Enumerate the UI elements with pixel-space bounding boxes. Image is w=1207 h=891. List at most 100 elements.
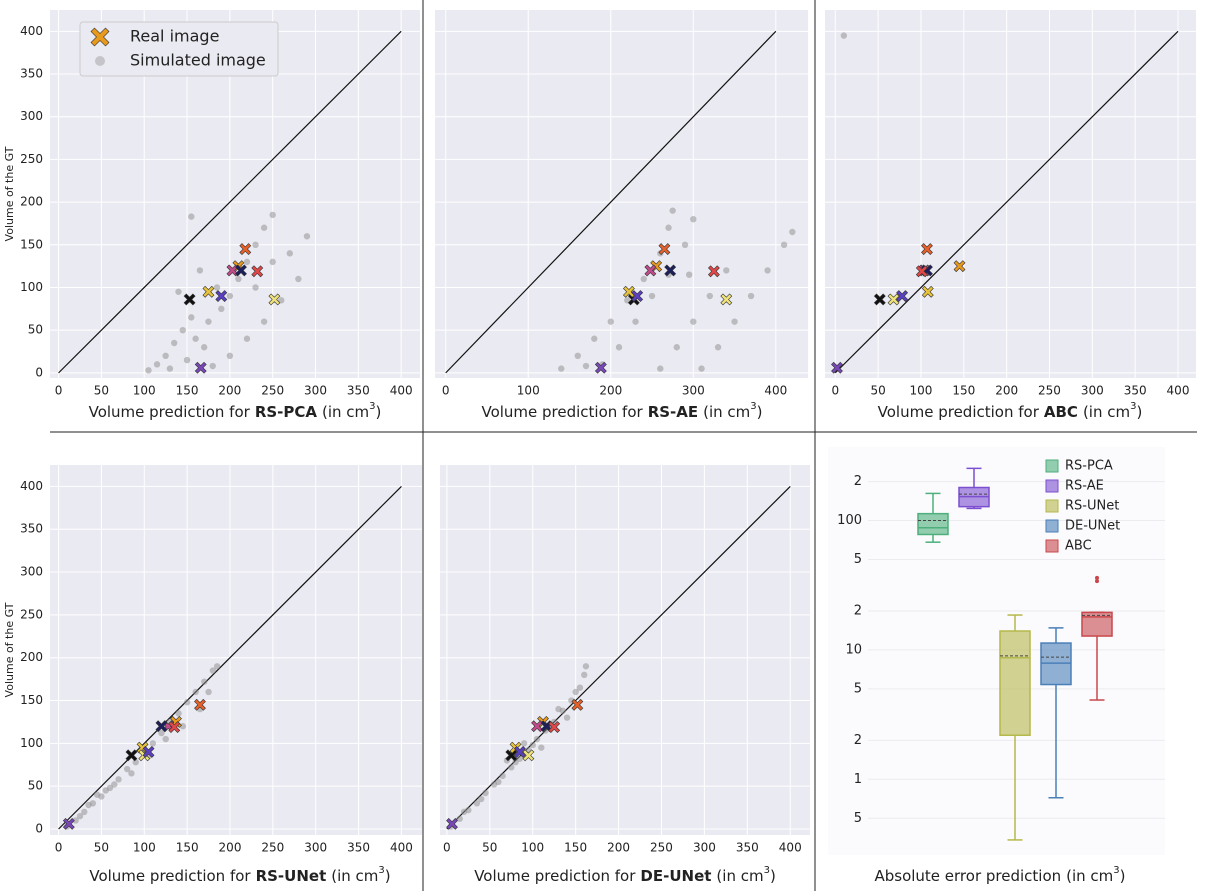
x-tick-label: 300 [693, 841, 716, 855]
simulated-point [731, 318, 738, 325]
real-point [505, 749, 518, 762]
identity-line [834, 30, 1179, 374]
x-label-power: 3 [1113, 865, 1119, 876]
x-label-close: ) [1136, 403, 1142, 421]
x-tick-label: 0 [442, 384, 450, 398]
legend-marker [1045, 479, 1059, 493]
simulated-point [714, 344, 722, 351]
x-tick-label: 50 [94, 841, 109, 855]
real-point [896, 290, 909, 302]
simulated-point [607, 318, 614, 325]
legend-marker [1045, 519, 1059, 533]
simulated-point [158, 729, 165, 737]
simulated-point [789, 228, 796, 236]
simulated-point [188, 213, 195, 220]
simulated-point [252, 241, 259, 249]
simulated-point [188, 314, 195, 321]
simulated-point [102, 787, 109, 794]
simulated-point [111, 781, 118, 788]
x-tick-label: 150 [176, 384, 199, 398]
simulated-point [93, 791, 101, 798]
simulated-point [162, 735, 169, 743]
x-tick-label: 50 [482, 841, 497, 855]
x-tick-label: 150 [952, 384, 975, 398]
simulated-point [495, 778, 502, 786]
y-tick-label: 100 [20, 736, 43, 750]
identity-line [445, 30, 777, 374]
x-label-text: Volume prediction for [878, 403, 1040, 421]
x-label-text: Absolute error prediction [874, 867, 1061, 885]
y-tick-label: 2 [854, 733, 862, 748]
x-tick-label: 0 [55, 841, 63, 855]
real-point [268, 293, 281, 306]
simulated-point [260, 318, 268, 325]
x-label-text: Volume prediction for [89, 867, 251, 885]
x-tick-label: 150 [564, 841, 587, 855]
simulated-point [665, 224, 672, 231]
x-tick-label: 100 [517, 384, 540, 398]
y-axis-label: Volume of the GT [3, 602, 16, 697]
x-tick-label: 200 [995, 384, 1018, 398]
legend-label: Simulated image [130, 51, 266, 70]
x-axis-label: Volume prediction for ABC (in cm3) [878, 401, 1143, 421]
simulated-point [85, 801, 92, 809]
simulated-point [278, 297, 285, 304]
y-tick-label: 400 [20, 24, 43, 38]
x-tick-label: 400 [390, 841, 413, 855]
real-point [239, 243, 252, 255]
legend-box [79, 21, 279, 77]
x-tick-label: 300 [1081, 384, 1104, 398]
x-tick-label: 200 [599, 384, 622, 398]
simulated-point [681, 241, 689, 249]
simulated-point [252, 284, 259, 291]
x-tick-label: 100 [133, 384, 156, 398]
simulated-point [508, 764, 515, 771]
real-point [62, 817, 75, 830]
x-axis-label: Volume prediction for RS-PCA (in cm3) [89, 401, 382, 421]
y-tick-label: 200 [20, 195, 43, 209]
plot-background [435, 10, 808, 378]
identity-line [58, 485, 402, 830]
plot-background [440, 465, 810, 835]
x-tick-label: 200 [607, 841, 630, 855]
legend-label: RS-PCA [1065, 459, 1113, 474]
x-tick-label: 0 [831, 384, 839, 398]
simulated-point [529, 741, 536, 749]
x-tick-label: 350 [1124, 384, 1147, 398]
real-point [155, 720, 168, 733]
real-point [202, 285, 215, 298]
simulated-point [166, 365, 174, 372]
real-point [125, 749, 138, 762]
x-tick-label: 250 [1038, 384, 1061, 398]
plot-background [828, 447, 1165, 855]
simulated-point [780, 241, 788, 249]
legend-marker [90, 27, 110, 47]
real-point [921, 243, 933, 255]
simulated-point [170, 339, 178, 347]
x-tick-label: 50 [94, 384, 109, 398]
simulated-point [76, 812, 84, 820]
y-axis-label: Volume of the GT [3, 146, 16, 241]
x-tick-label: 300 [682, 384, 705, 398]
simulated-point [581, 671, 588, 679]
x-label-method: DE-UNet [640, 867, 711, 885]
real-point [873, 293, 886, 306]
y-tick-label: 0 [35, 822, 43, 836]
simulated-point [205, 688, 212, 696]
simulated-point [179, 326, 186, 334]
x-tick-label: 400 [390, 384, 413, 398]
simulated-point [260, 224, 268, 231]
simulated-point [576, 684, 584, 691]
legend-label: Real image [130, 27, 219, 46]
x-axis-label: Volume prediction for RS-UNet (in cm3) [89, 865, 390, 885]
plot-background [50, 465, 422, 835]
simulated-point [209, 362, 216, 370]
y-tick-label: 2 [854, 603, 862, 618]
x-label-close: ) [385, 867, 391, 885]
simulated-point [840, 32, 848, 39]
x-label-unit: (in cm [1083, 403, 1130, 421]
simulated-point [499, 772, 506, 780]
legend-marker [95, 56, 105, 66]
simulated-point [81, 808, 88, 816]
simulated-point [243, 335, 251, 342]
